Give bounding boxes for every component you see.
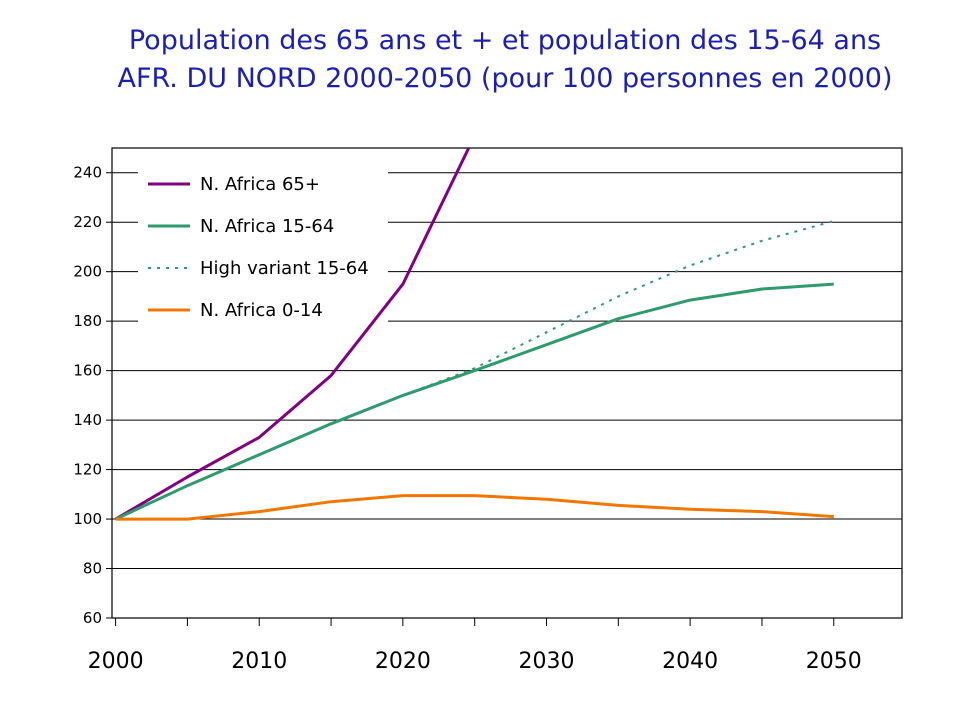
y-tick-label: 60 [83,609,102,627]
legend-label: High variant 15-64 [200,258,369,279]
y-tick-label: 140 [73,411,102,429]
series-line [115,220,835,521]
y-tick-label: 100 [73,510,102,528]
x-tick-label: 2000 [88,649,144,674]
series-line [114,282,834,521]
legend-box [138,166,388,326]
x-tick-label: 2050 [806,649,862,674]
y-tick-label: 240 [73,164,102,182]
chart-title-block: Population des 65 ans et + et population… [0,22,960,98]
legend-label: N. Africa 15-64 [200,216,334,237]
plot-frame [111,147,903,619]
x-tick-label: 2010 [231,649,287,674]
series-group [114,148,835,521]
chart-title: Population des 65 ans et + et population… [128,25,882,56]
x-tick-label: 2040 [662,649,718,674]
y-tick-label: 120 [73,461,102,479]
chart-subtitle: AFR. DU NORD 2000-2050 (pour 100 personn… [117,63,893,94]
x-tick-label: 2030 [519,649,575,674]
y-tick-label: 80 [83,560,102,578]
y-tick-label: 220 [73,213,102,231]
y-tick-label: 160 [73,362,102,380]
legend-label: N. Africa 65+ [200,174,320,195]
series-line [115,494,834,521]
y-tick-label: 200 [73,263,102,281]
x-tick-label: 2020 [375,649,431,674]
y-tick-label: 180 [73,312,102,330]
legend-label: N. Africa 0-14 [200,300,323,321]
series-line [114,148,471,521]
